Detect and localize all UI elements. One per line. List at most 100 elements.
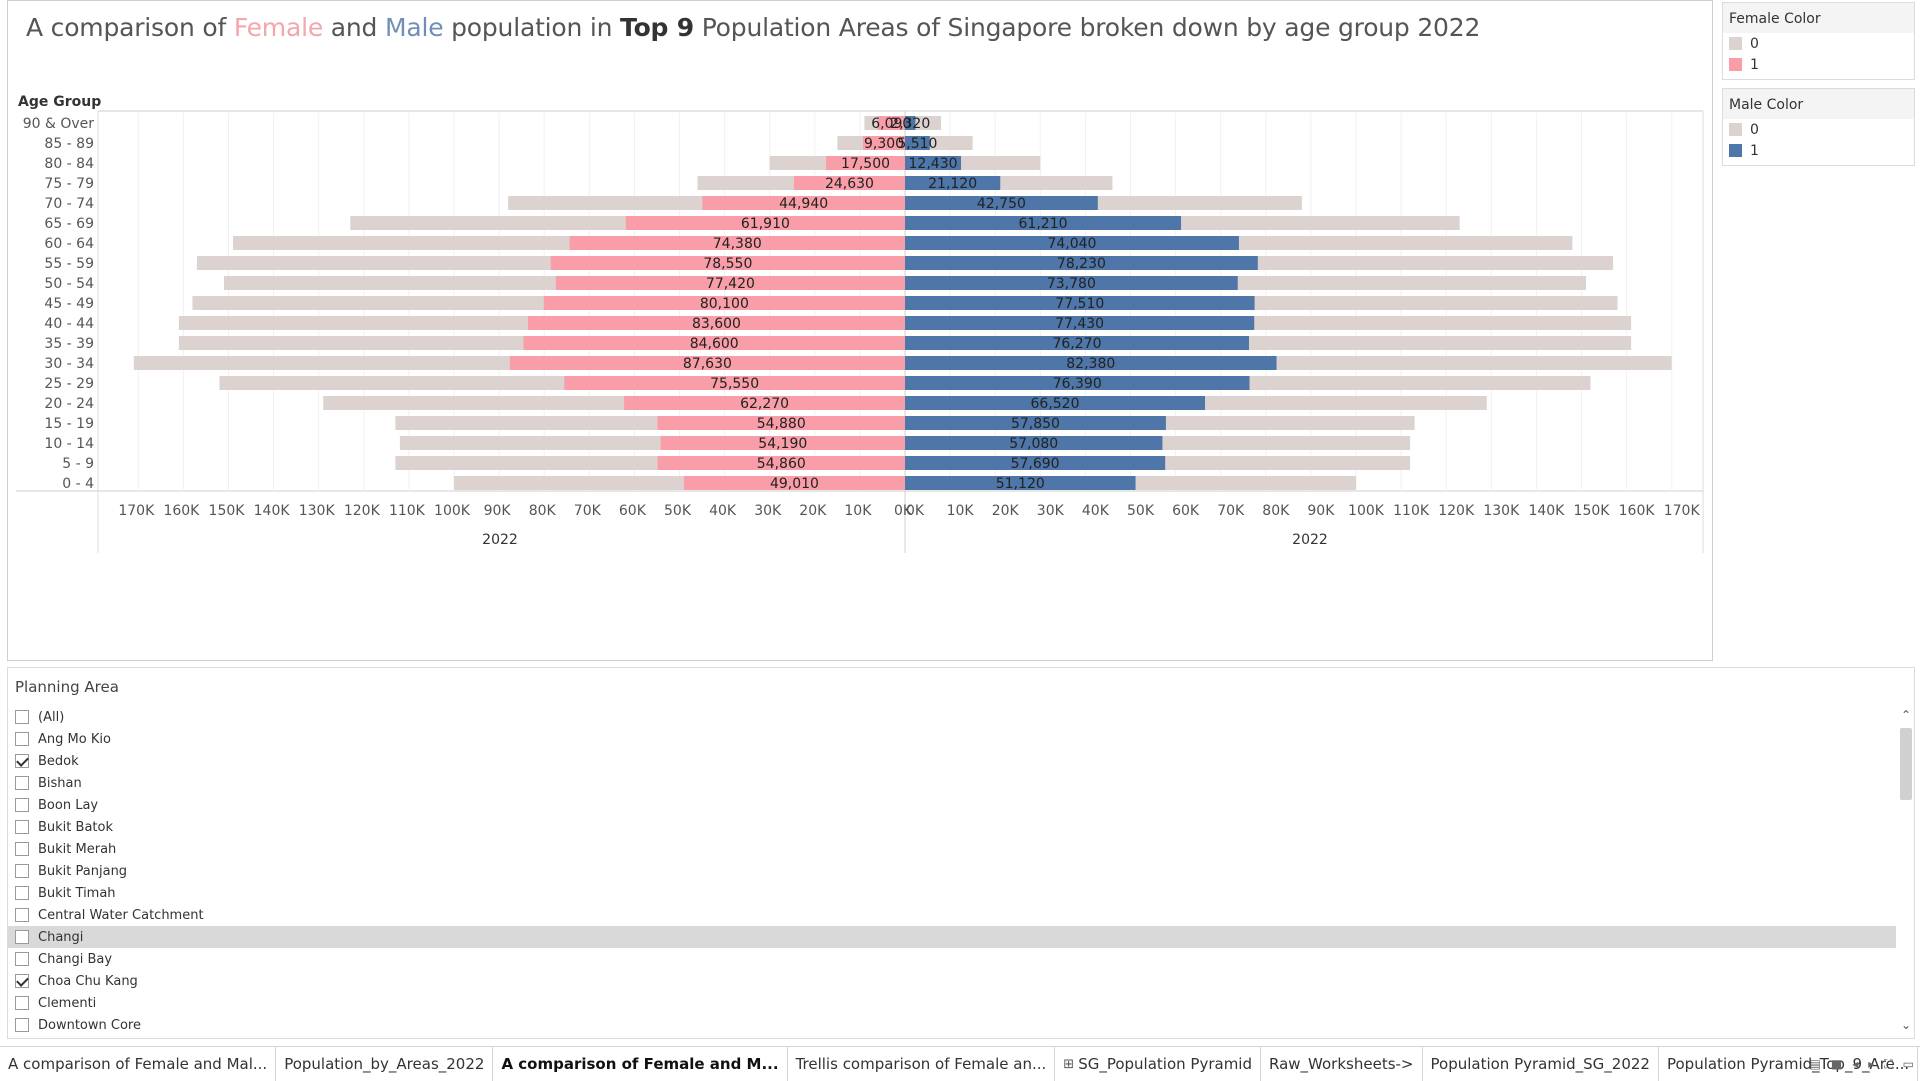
- female-value-label: 54,190: [758, 436, 807, 452]
- filter-option[interactable]: Choa Chu Kang: [8, 970, 1896, 992]
- male-bar[interactable]: [905, 356, 1277, 370]
- filmstrip-icon[interactable]: ■: [1830, 1057, 1843, 1071]
- scroll-thumb[interactable]: [1900, 728, 1912, 800]
- filter-checkbox[interactable]: [15, 1018, 29, 1032]
- filter-checkbox[interactable]: [15, 952, 29, 966]
- male-bar[interactable]: [905, 236, 1239, 250]
- filter-option[interactable]: Changi Bay: [8, 948, 1896, 970]
- male-bar[interactable]: [905, 176, 1001, 190]
- filter-option[interactable]: Boon Lay: [8, 794, 1896, 816]
- filter-option[interactable]: Ang Mo Kio: [8, 728, 1896, 750]
- sheet-tab[interactable]: Raw_Worksheets->: [1261, 1047, 1423, 1081]
- female-bar[interactable]: [569, 236, 905, 250]
- male-bar[interactable]: [905, 336, 1249, 350]
- male-bar[interactable]: [905, 456, 1166, 470]
- sheet-tab[interactable]: A comparison of Female and M...: [493, 1047, 788, 1081]
- female-bar[interactable]: [660, 436, 905, 450]
- female-value-label: 9,300: [864, 136, 904, 152]
- male-bar[interactable]: [905, 396, 1206, 410]
- female-bar[interactable]: [702, 196, 905, 210]
- female-bar[interactable]: [527, 316, 905, 330]
- filter-checkbox[interactable]: [15, 798, 29, 812]
- male-bar[interactable]: [905, 436, 1163, 450]
- sheet-tab[interactable]: A comparison of Female and Mal...: [0, 1047, 277, 1081]
- filter-option[interactable]: Changi: [8, 926, 1896, 948]
- female-bar[interactable]: [683, 476, 905, 490]
- filter-checkbox[interactable]: [15, 974, 29, 988]
- filter-option[interactable]: Bishan: [8, 772, 1896, 794]
- male-bar[interactable]: [905, 136, 930, 150]
- female-bar[interactable]: [793, 176, 905, 190]
- female-bar[interactable]: [543, 296, 905, 310]
- male-bar[interactable]: [905, 216, 1182, 230]
- male-bar[interactable]: [905, 476, 1136, 490]
- sheet-tab-label: Raw_Worksheets->: [1269, 1055, 1414, 1073]
- male-bar[interactable]: [905, 276, 1238, 290]
- left-axis-tick: 0K: [894, 503, 913, 519]
- filter-option[interactable]: Bedok: [8, 750, 1896, 772]
- male-bar[interactable]: [905, 196, 1098, 210]
- filter-checkbox[interactable]: [15, 754, 29, 768]
- female-bar[interactable]: [863, 136, 905, 150]
- filter-option[interactable]: (All): [8, 706, 1896, 728]
- female-bar[interactable]: [555, 276, 905, 290]
- filter-checkbox[interactable]: [15, 842, 29, 856]
- sheet-tab[interactable]: ⊞ SG_Population Pyramid: [1055, 1047, 1261, 1081]
- female-bar[interactable]: [877, 116, 905, 130]
- sheet-tab[interactable]: Trellis comparison of Female an...: [788, 1047, 1056, 1081]
- filter-checkbox[interactable]: [15, 710, 29, 724]
- male-bar[interactable]: [905, 296, 1255, 310]
- male-value-label: 12,430: [909, 156, 958, 172]
- fullscreen-icon[interactable]: ⛶: [1884, 1056, 1893, 1071]
- filter-checkbox[interactable]: [15, 908, 29, 922]
- legend-item[interactable]: 1: [1723, 54, 1914, 75]
- filter-checkbox[interactable]: [15, 930, 29, 944]
- legend-item[interactable]: 0: [1723, 119, 1914, 140]
- filter-checkbox[interactable]: [15, 864, 29, 878]
- filter-checkbox[interactable]: [15, 732, 29, 746]
- legend-item[interactable]: 0: [1723, 33, 1914, 54]
- grid-view-icon[interactable]: ▤: [1809, 1057, 1821, 1071]
- filter-checkbox[interactable]: [15, 886, 29, 900]
- filter-option[interactable]: Downtown Core: [8, 1014, 1896, 1036]
- sheet-tab[interactable]: Population Pyramid_Top_9_Are...: [1659, 1047, 1919, 1081]
- scroll-up-icon[interactable]: ⌃: [1900, 708, 1912, 722]
- female-bar[interactable]: [550, 256, 905, 270]
- filter-option[interactable]: Bukit Timah: [8, 882, 1896, 904]
- scroll-right-icon[interactable]: ▸: [1868, 1057, 1875, 1071]
- filter-scrollbar[interactable]: ⌃ ⌄: [1897, 706, 1915, 1034]
- female-bar[interactable]: [564, 376, 905, 390]
- male-bar[interactable]: [905, 116, 916, 130]
- filter-checkbox[interactable]: [15, 996, 29, 1010]
- filter-option[interactable]: Central Water Catchment: [8, 904, 1896, 926]
- male-bar[interactable]: [905, 256, 1258, 270]
- male-bar[interactable]: [905, 156, 962, 170]
- sheet-tab[interactable]: Population_by_Areas_2022: [276, 1047, 494, 1081]
- scroll-left-icon[interactable]: ◂: [1852, 1057, 1859, 1071]
- filter-checkbox[interactable]: [15, 776, 29, 790]
- legend-item[interactable]: 1: [1723, 140, 1914, 161]
- filter-option[interactable]: Bukit Panjang: [8, 860, 1896, 882]
- female-bar[interactable]: [657, 456, 905, 470]
- female-bar[interactable]: [657, 416, 905, 430]
- sheet-tab[interactable]: Population Pyramid_SG_2022: [1423, 1047, 1659, 1081]
- female-bar[interactable]: [509, 356, 905, 370]
- female-value-label: 77,420: [706, 276, 755, 292]
- female-bar[interactable]: [826, 156, 905, 170]
- filter-option-label: Bukit Timah: [38, 885, 116, 901]
- presentation-icon[interactable]: ▭: [1902, 1057, 1914, 1071]
- male-bar[interactable]: [905, 316, 1255, 330]
- female-bar[interactable]: [624, 396, 905, 410]
- filter-option[interactable]: Clementi: [8, 992, 1896, 1014]
- filter-option[interactable]: Bukit Merah: [8, 838, 1896, 860]
- right-axis-tick: 140K: [1528, 503, 1565, 519]
- scroll-down-icon[interactable]: ⌄: [1900, 1018, 1912, 1032]
- male-bar[interactable]: [905, 376, 1250, 390]
- female-bar[interactable]: [523, 336, 905, 350]
- age-group-label: 50 - 54: [44, 276, 94, 292]
- filter-checkbox[interactable]: [15, 820, 29, 834]
- filter-option[interactable]: Bukit Batok: [8, 816, 1896, 838]
- female-bar[interactable]: [625, 216, 905, 230]
- male-bar[interactable]: [905, 416, 1166, 430]
